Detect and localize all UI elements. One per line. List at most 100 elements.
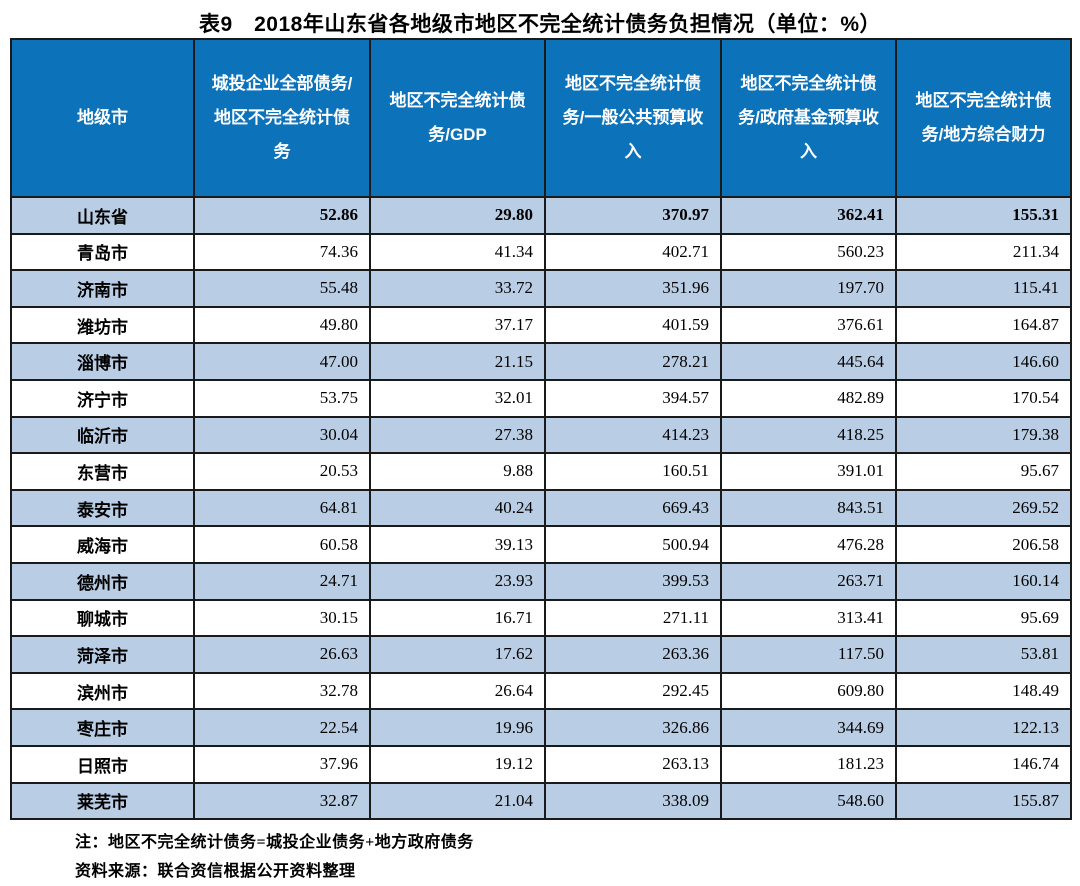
table-row: 济宁市 53.75 32.01 394.57 482.89 170.54 — [10, 378, 1072, 418]
value-cell: 52.86 — [193, 196, 371, 235]
table-row: 青岛市 74.36 41.34 402.71 560.23 211.34 — [10, 232, 1072, 272]
value-cell: 269.52 — [895, 488, 1072, 528]
table-title: 表9 2018年山东省各地级市地区不完全统计债务负担情况（单位：%） — [198, 13, 882, 36]
region-cell: 日照市 — [10, 744, 195, 784]
footnotes: 注：地区不完全统计债务=城投企业债务+地方政府债务 资料来源：联合资信根据公开资… — [75, 828, 1080, 886]
value-cell: 351.96 — [544, 269, 722, 308]
value-cell: 26.64 — [369, 671, 546, 711]
value-cell: 500.94 — [544, 525, 722, 564]
value-cell: 155.87 — [895, 781, 1072, 821]
value-cell: 197.70 — [720, 269, 897, 308]
value-cell: 41.34 — [369, 232, 546, 272]
region-cell: 聊城市 — [10, 598, 195, 638]
value-cell: 263.71 — [720, 561, 897, 601]
table-row: 莱芜市 32.87 21.04 338.09 548.60 155.87 — [10, 781, 1072, 821]
value-cell: 95.69 — [895, 598, 1072, 638]
value-cell: 39.13 — [369, 525, 546, 564]
header-row: 地级市 城投企业全部债务/地区不完全统计债务 地区不完全统计债务/GDP 地区不… — [10, 38, 1072, 198]
column-header-debt-local-finance: 地区不完全统计债务/地方综合财力 — [895, 38, 1072, 198]
value-cell: 95.67 — [895, 452, 1072, 491]
table-body: 山东省 52.86 29.80 370.97 362.41 155.31 青岛市 74.36 4… — [10, 196, 1072, 821]
value-cell: 211.34 — [895, 232, 1072, 272]
region-cell: 泰安市 — [10, 488, 195, 528]
value-cell: 17.62 — [369, 635, 546, 674]
footnote-source: 资料来源：联合资信根据公开资料整理 — [75, 863, 356, 881]
table-row: 潍坊市 49.80 37.17 401.59 376.61 164.87 — [10, 305, 1072, 345]
value-cell: 33.72 — [369, 269, 546, 308]
value-cell: 37.96 — [193, 744, 371, 784]
region-cell: 淄博市 — [10, 342, 195, 381]
region-cell: 东营市 — [10, 452, 195, 491]
value-cell: 399.53 — [544, 561, 722, 601]
value-cell: 179.38 — [895, 415, 1072, 455]
table-row: 淄博市 47.00 21.15 278.21 445.64 146.60 — [10, 342, 1072, 381]
value-cell: 19.96 — [369, 708, 546, 747]
value-cell: 55.48 — [193, 269, 371, 308]
region-cell: 莱芜市 — [10, 781, 195, 821]
table-row: 威海市 60.58 39.13 500.94 476.28 206.58 — [10, 525, 1072, 564]
value-cell: 401.59 — [544, 305, 722, 345]
table-row: 聊城市 30.15 16.71 271.11 313.41 95.69 — [10, 598, 1072, 638]
value-cell: 482.89 — [720, 378, 897, 418]
value-cell: 560.23 — [720, 232, 897, 272]
table-row: 日照市 37.96 19.12 263.13 181.23 146.74 — [10, 744, 1072, 784]
value-cell: 313.41 — [720, 598, 897, 638]
value-cell: 414.23 — [544, 415, 722, 455]
value-cell: 49.80 — [193, 305, 371, 345]
table-row: 东营市 20.53 9.88 160.51 391.01 95.67 — [10, 452, 1072, 491]
value-cell: 53.75 — [193, 378, 371, 418]
table-row: 泰安市 64.81 40.24 669.43 843.51 269.52 — [10, 488, 1072, 528]
value-cell: 263.13 — [544, 744, 722, 784]
region-cell: 临沂市 — [10, 415, 195, 455]
region-cell: 滨州市 — [10, 671, 195, 711]
value-cell: 344.69 — [720, 708, 897, 747]
table-row: 菏泽市 26.63 17.62 263.36 117.50 53.81 — [10, 635, 1072, 674]
value-cell: 19.12 — [369, 744, 546, 784]
table-row: 济南市 55.48 33.72 351.96 197.70 115.41 — [10, 269, 1072, 308]
region-cell: 济宁市 — [10, 378, 195, 418]
value-cell: 476.28 — [720, 525, 897, 564]
value-cell: 60.58 — [193, 525, 371, 564]
value-cell: 23.93 — [369, 561, 546, 601]
column-header-debt-gdp: 地区不完全统计债务/GDP — [369, 38, 546, 198]
value-cell: 418.25 — [720, 415, 897, 455]
value-cell: 181.23 — [720, 744, 897, 784]
table-row: 山东省 52.86 29.80 370.97 362.41 155.31 — [10, 196, 1072, 235]
value-cell: 164.87 — [895, 305, 1072, 345]
value-cell: 148.49 — [895, 671, 1072, 711]
value-cell: 53.81 — [895, 635, 1072, 674]
region-cell: 菏泽市 — [10, 635, 195, 674]
value-cell: 843.51 — [720, 488, 897, 528]
value-cell: 160.14 — [895, 561, 1072, 601]
region-cell: 山东省 — [10, 196, 195, 235]
value-cell: 40.24 — [369, 488, 546, 528]
value-cell: 338.09 — [544, 781, 722, 821]
value-cell: 21.15 — [369, 342, 546, 381]
value-cell: 47.00 — [193, 342, 371, 381]
region-cell: 威海市 — [10, 525, 195, 564]
value-cell: 9.88 — [369, 452, 546, 491]
value-cell: 32.87 — [193, 781, 371, 821]
value-cell: 669.43 — [544, 488, 722, 528]
value-cell: 32.01 — [369, 378, 546, 418]
value-cell: 170.54 — [895, 378, 1072, 418]
debt-burden-table: 地级市 城投企业全部债务/地区不完全统计债务 地区不完全统计债务/GDP 地区不… — [10, 38, 1072, 821]
table-row: 德州市 24.71 23.93 399.53 263.71 160.14 — [10, 561, 1072, 601]
value-cell: 155.31 — [895, 196, 1072, 235]
column-header-urban-debt-ratio: 城投企业全部债务/地区不完全统计债务 — [193, 38, 371, 198]
value-cell: 292.45 — [544, 671, 722, 711]
value-cell: 362.41 — [720, 196, 897, 235]
value-cell: 370.97 — [544, 196, 722, 235]
value-cell: 74.36 — [193, 232, 371, 272]
region-cell: 德州市 — [10, 561, 195, 601]
value-cell: 32.78 — [193, 671, 371, 711]
region-cell: 潍坊市 — [10, 305, 195, 345]
value-cell: 30.15 — [193, 598, 371, 638]
value-cell: 29.80 — [369, 196, 546, 235]
value-cell: 146.60 — [895, 342, 1072, 381]
value-cell: 146.74 — [895, 744, 1072, 784]
value-cell: 548.60 — [720, 781, 897, 821]
region-cell: 青岛市 — [10, 232, 195, 272]
value-cell: 16.71 — [369, 598, 546, 638]
